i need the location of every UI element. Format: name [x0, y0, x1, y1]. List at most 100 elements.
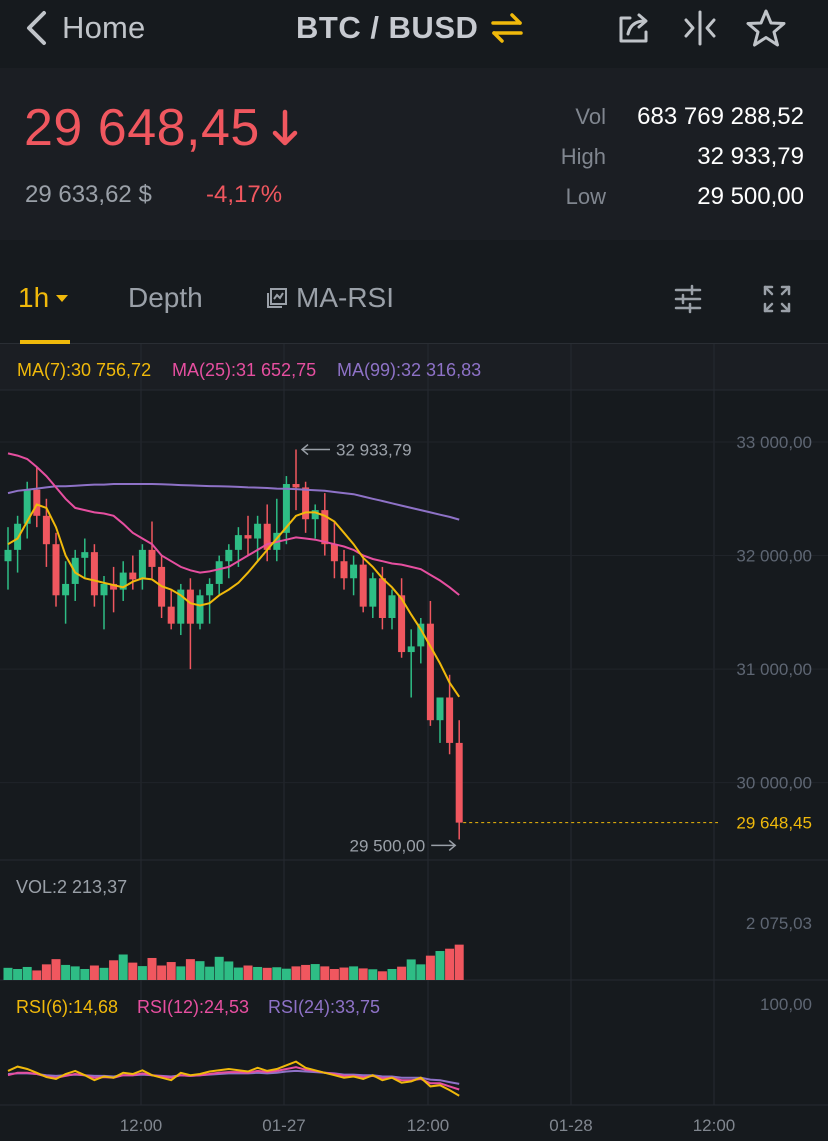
volume-bar [416, 964, 426, 980]
time-axis-tick: 12:00 [407, 1116, 450, 1135]
candle-body [196, 595, 204, 624]
tab-interval[interactable]: 1h [18, 282, 69, 314]
ma7-legend: MA(7):30 756,72 [17, 360, 152, 380]
price-chart[interactable]: 33 000,00 32 000,00 31 000,00 30 000,00 32 9… [0, 344, 828, 1141]
pair-title: BTC / BUSD [296, 10, 479, 45]
volume-bar [214, 956, 224, 980]
candle-body [62, 583, 70, 596]
volume-bar [425, 955, 435, 980]
volume-bar [233, 967, 243, 980]
ma25-legend: MA(25):31 652,75 [172, 360, 317, 380]
volume-bar [224, 961, 234, 980]
candle-body [52, 544, 60, 596]
volume-bar [262, 967, 272, 980]
volume-axis-tick: 2 075,03 [746, 914, 812, 933]
ma25-line [7, 452, 460, 596]
rsi24-legend: RSI(24):33,75 [268, 997, 381, 1017]
volume-bar [243, 965, 253, 980]
high-marker-label: 32 933,79 [336, 441, 412, 460]
back-button[interactable]: Home [22, 8, 146, 48]
top-bar: Home BTC / BUSD [0, 0, 828, 60]
ma7-line [7, 503, 461, 698]
volume-bar [368, 969, 378, 980]
candle-body [186, 589, 194, 624]
candle-body [455, 742, 463, 823]
candle-body [177, 589, 185, 624]
price-axis-tick: 30 000,00 [736, 774, 812, 793]
high-value: 32 933,79 [697, 143, 804, 170]
volume-bar [185, 959, 195, 980]
candle-body [110, 583, 118, 590]
volume-bar [89, 965, 99, 980]
volume-bar [339, 967, 349, 980]
low-value: 29 500,00 [697, 183, 804, 210]
candle-body [426, 623, 434, 721]
volume-bar [349, 966, 359, 980]
candle-body [398, 595, 406, 653]
compare-icon[interactable] [680, 8, 720, 48]
time-axis-tick: 01-27 [262, 1116, 305, 1135]
low-marker-arrow [448, 839, 457, 852]
volume-bar [454, 944, 464, 980]
volume-bar [358, 968, 368, 980]
volume-bar [61, 964, 71, 980]
tab-depth[interactable]: Depth [128, 282, 203, 314]
candle-body [263, 523, 271, 550]
star-icon[interactable] [746, 8, 786, 48]
indicator-icon [267, 288, 287, 308]
pair-selector[interactable]: BTC / BUSD [296, 8, 524, 48]
price-axis-tick: 31 000,00 [736, 660, 812, 679]
candle-body [244, 535, 252, 539]
settings-sliders-icon[interactable] [673, 284, 703, 314]
vol-label: Vol [575, 104, 606, 129]
volume-bar [128, 962, 138, 980]
volume-bar [397, 966, 407, 980]
volume-bar [329, 968, 339, 980]
candle-body [359, 564, 367, 607]
rsi12-legend: RSI(12):24,53 [137, 997, 250, 1017]
fullscreen-icon[interactable] [762, 284, 792, 314]
rsi6-line [7, 1060, 460, 1097]
candle-body [138, 549, 146, 580]
active-tab-indicator [20, 340, 70, 344]
volume-bar [445, 948, 455, 980]
volume-bar [109, 960, 119, 980]
low-label: Low [565, 184, 606, 209]
volume-bar [195, 961, 205, 980]
volume-bar [205, 966, 215, 980]
change-percent: -4,17% [206, 181, 283, 208]
volume-bar [137, 966, 147, 980]
candle-body [225, 549, 233, 562]
volume-bar [253, 966, 263, 980]
volume-bar [22, 966, 32, 980]
arrow-down-icon [272, 109, 298, 146]
candle-body [407, 646, 415, 653]
rsi6-legend: RSI(6):14,68 [16, 997, 119, 1017]
candle-body [417, 623, 425, 647]
volume-bar [70, 966, 80, 980]
volume-bar [435, 951, 445, 980]
candle-body [33, 489, 41, 516]
candle-body [234, 535, 242, 550]
volume-legend: VOL:2 213,37 [16, 877, 128, 897]
share-icon[interactable] [614, 8, 654, 48]
volume-bar [377, 971, 387, 980]
volume-bar [41, 964, 51, 980]
volume-bar [406, 959, 416, 980]
volume-bar [176, 966, 186, 980]
last-price-value: 29 648,45 [24, 99, 260, 157]
tab-indicator[interactable]: MA-RSI [266, 282, 394, 314]
ma99-line [7, 483, 460, 521]
candle-body [206, 583, 214, 596]
volume-bar [310, 964, 320, 980]
candle-body [311, 510, 319, 520]
candle-body [90, 552, 98, 596]
volume-bar [13, 968, 23, 980]
candle-body [378, 578, 386, 619]
swap-arrows-icon[interactable] [490, 11, 524, 45]
rsi-axis-tick: 100,00 [760, 995, 812, 1014]
volume-bar [166, 962, 176, 980]
time-axis-tick: 12:00 [120, 1116, 163, 1135]
volume-bar [157, 965, 167, 980]
candle-body [321, 510, 329, 545]
